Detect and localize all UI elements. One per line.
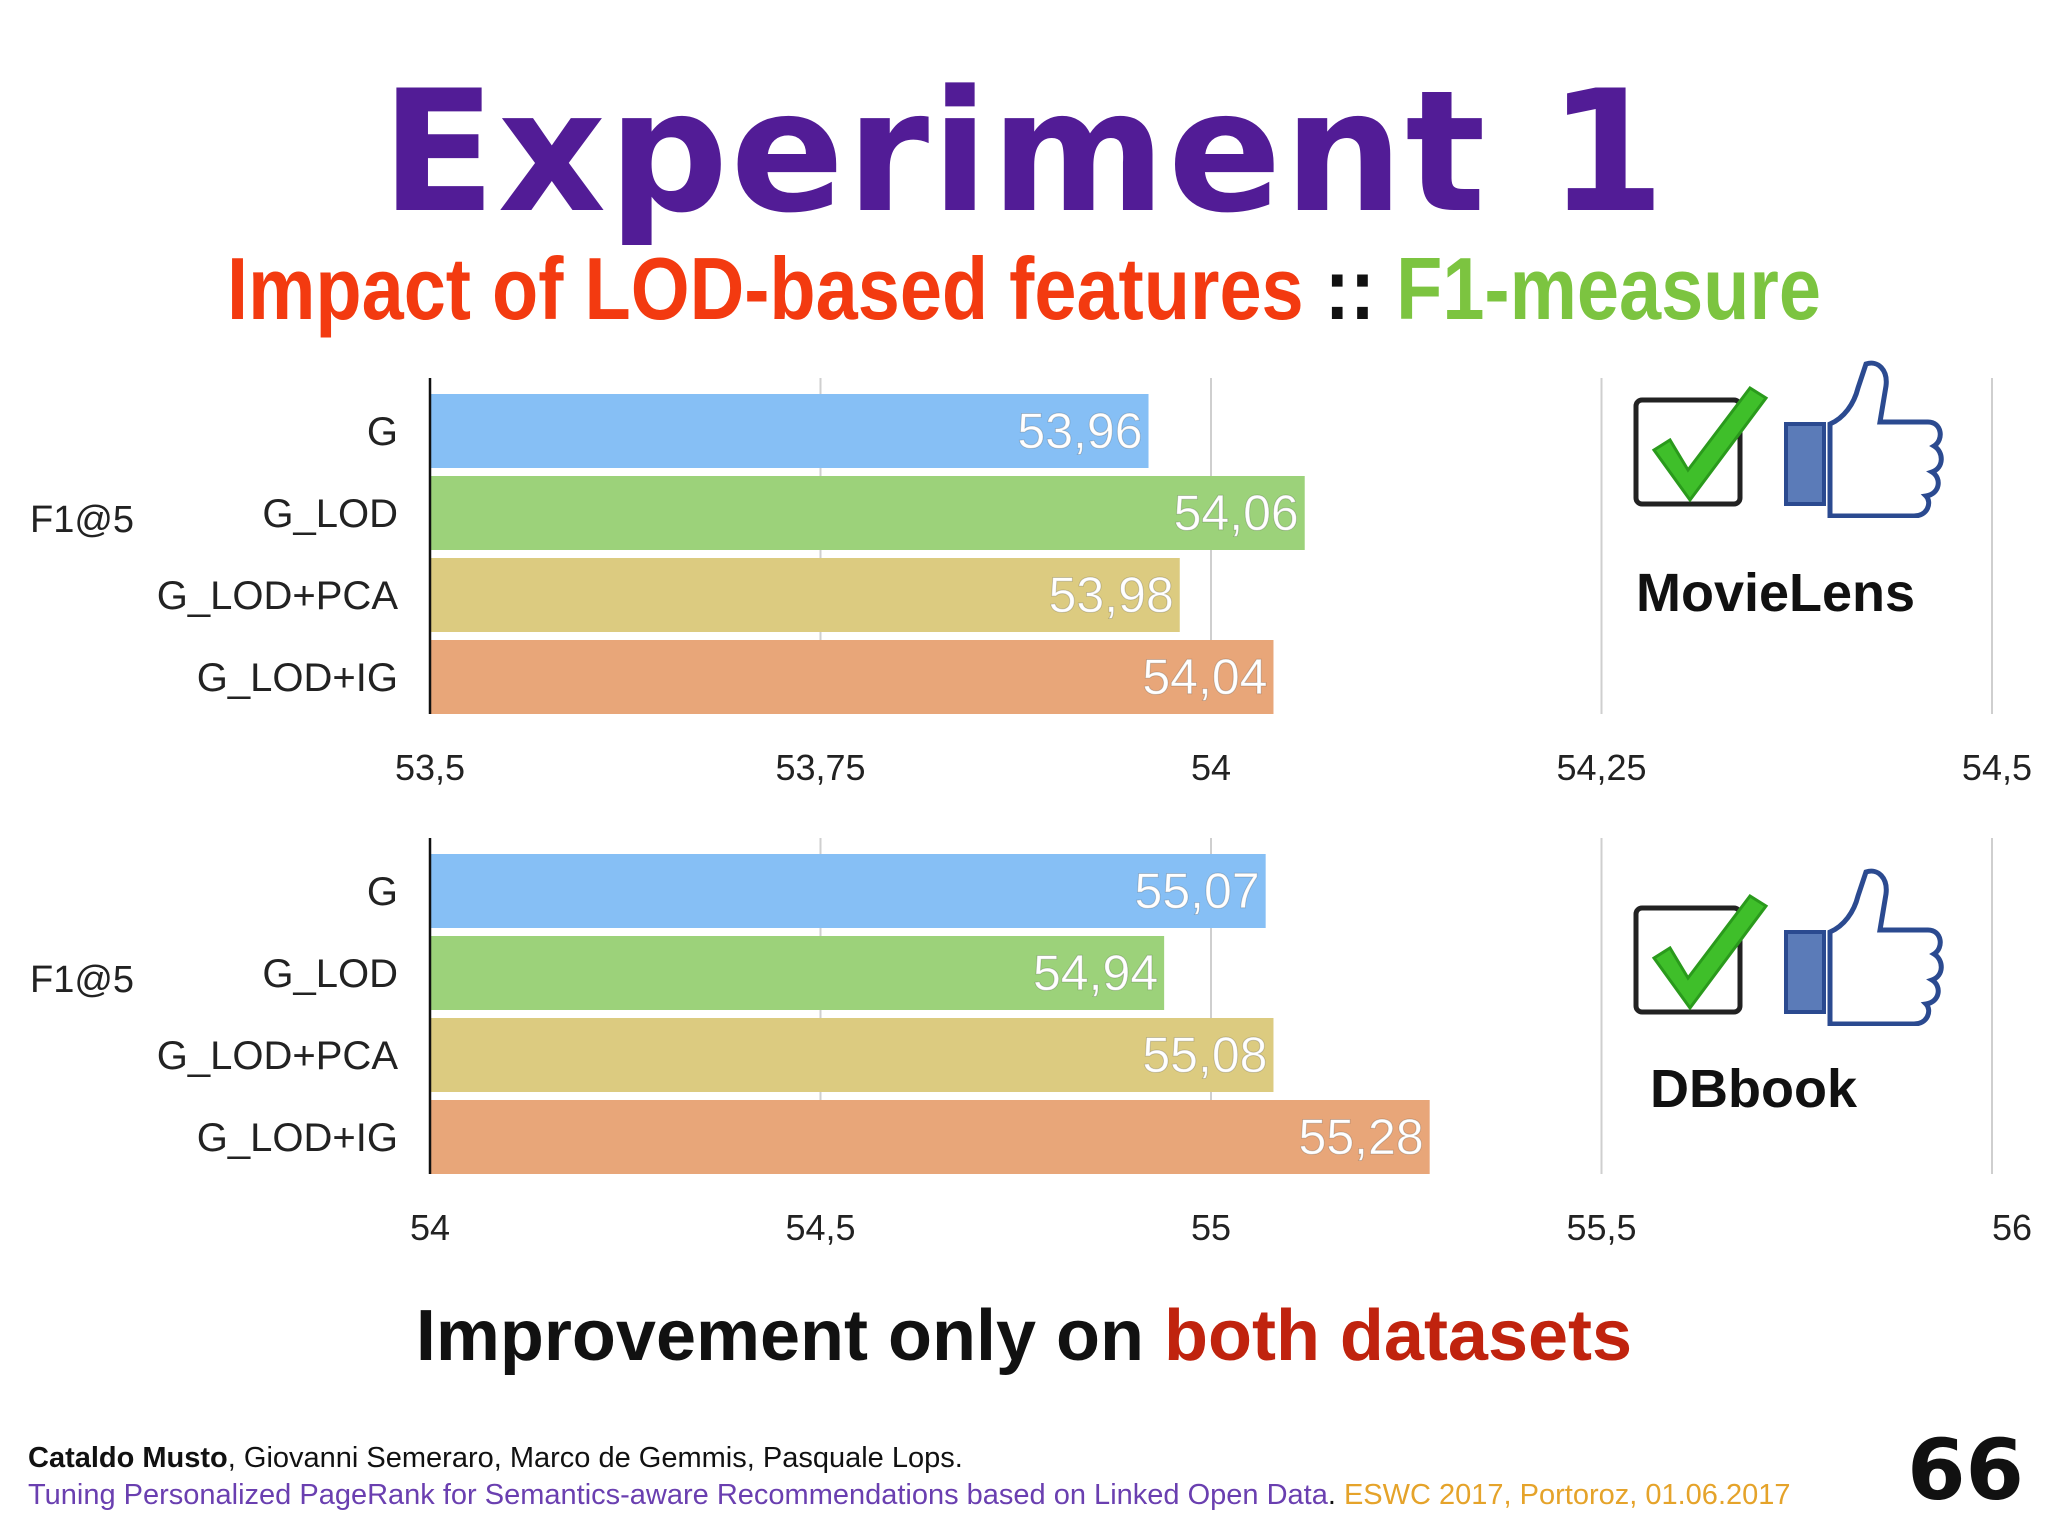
bar-g-lod — [430, 936, 1165, 1010]
dbbook-label: DBbook — [1650, 1059, 1857, 1119]
movielens-chart: 53,96 G 54,06 G_LOD 53,98 G_LOD+PCA 54,04 G_LOD… — [0, 360, 2048, 830]
conclusion-highlight: both datasets — [1164, 1296, 1633, 1376]
bar-value-label: 55,28 — [1299, 1109, 1424, 1165]
bar-value-label: 55,07 — [1135, 863, 1260, 919]
dbbook-approval-badge — [1632, 866, 1952, 1026]
movielens-approval-badge — [1632, 358, 1952, 518]
category-label: G_LOD+IG — [197, 1116, 398, 1160]
footer-paper: Tuning Personalized PageRank for Semanti… — [28, 1481, 1791, 1510]
bar-value-label: 53,98 — [1049, 567, 1174, 623]
x-tick-label: 55 — [1191, 1207, 1231, 1248]
bar-value-label: 54,04 — [1142, 649, 1267, 705]
x-tick-label: 53,5 — [395, 747, 465, 788]
category-label: G_LOD — [262, 492, 398, 536]
subtitle-topic: Impact of LOD-based features — [227, 239, 1304, 338]
bar-g-lod-ig — [430, 640, 1274, 714]
page-number: 66 — [1907, 1421, 2024, 1519]
other-authors: , Giovanni Semeraro, Marco de Gemmis, Pa… — [227, 1442, 963, 1474]
bar-g-lod-pca — [430, 1018, 1274, 1092]
x-tick-label: 56 — [1992, 1207, 2032, 1248]
bar-value-label: 54,94 — [1033, 945, 1158, 1001]
bar-g — [430, 394, 1149, 468]
slide-subtitle: Impact of LOD-based features :: F1-measu… — [143, 245, 1904, 333]
subtitle-metric: F1-measure — [1396, 239, 1821, 338]
x-tick-label: 54,25 — [1556, 747, 1646, 788]
category-label: G_LOD+IG — [197, 656, 398, 700]
bar-g-lod-pca — [430, 558, 1180, 632]
thumbs-up-icon — [1784, 360, 1944, 518]
category-label: G_LOD — [262, 952, 398, 996]
x-tick-label: 53,75 — [775, 747, 865, 788]
x-tick-label: 55,5 — [1566, 1207, 1636, 1248]
group-label: F1@5 — [30, 499, 134, 541]
green-checkbox-icon — [1633, 386, 1769, 507]
movielens-label: MovieLens — [1636, 563, 1916, 623]
category-label: G — [367, 410, 398, 454]
lead-author: Cataldo Musto — [28, 1442, 228, 1474]
bar-g — [430, 854, 1266, 928]
dbbook-chart-svg: 55,07 G 54,94 G_LOD 55,08 G_LOD+PCA 55,28 G_LOD… — [30, 838, 2032, 1248]
category-label: G_LOD+PCA — [157, 1034, 399, 1078]
venue: ESWC 2017, Portoroz, 01.06.2017 — [1343, 1479, 1791, 1511]
conclusion-text: Improvement only on both datasets — [0, 1300, 2048, 1372]
bar-value-label: 55,08 — [1142, 1027, 1267, 1083]
bar-g-lod-ig — [430, 1100, 1430, 1174]
paper-separator: . — [1327, 1479, 1344, 1511]
conclusion-lead: Improvement only on — [415, 1296, 1164, 1376]
category-label: G_LOD+PCA — [157, 574, 399, 618]
subtitle-separator: :: — [1303, 239, 1397, 338]
bar-value-label: 54,06 — [1174, 485, 1299, 541]
bar-value-label: 53,96 — [1017, 403, 1142, 459]
x-tick-label: 54,5 — [785, 1207, 855, 1248]
thumbs-up-icon — [1784, 868, 1944, 1026]
green-checkbox-icon — [1633, 894, 1769, 1015]
slide-title: Experiment 1 — [380, 54, 1668, 250]
paper-title: Tuning Personalized PageRank for Semanti… — [28, 1479, 1328, 1511]
x-tick-label: 54,5 — [1962, 747, 2032, 788]
x-tick-label: 54 — [1191, 747, 1231, 788]
movielens-chart-svg: 53,96 G 54,06 G_LOD 53,98 G_LOD+PCA 54,04 G_LOD… — [30, 378, 2032, 788]
bar-g-lod — [430, 476, 1305, 550]
x-tick-label: 54 — [410, 1207, 450, 1248]
group-label: F1@5 — [30, 959, 134, 1001]
footer-authors: Cataldo Musto, Giovanni Semeraro, Marco … — [28, 1444, 963, 1473]
dbbook-chart: 55,07 G 54,94 G_LOD 55,08 G_LOD+PCA 55,28 G_LOD… — [0, 830, 2048, 1290]
category-label: G — [367, 870, 398, 914]
